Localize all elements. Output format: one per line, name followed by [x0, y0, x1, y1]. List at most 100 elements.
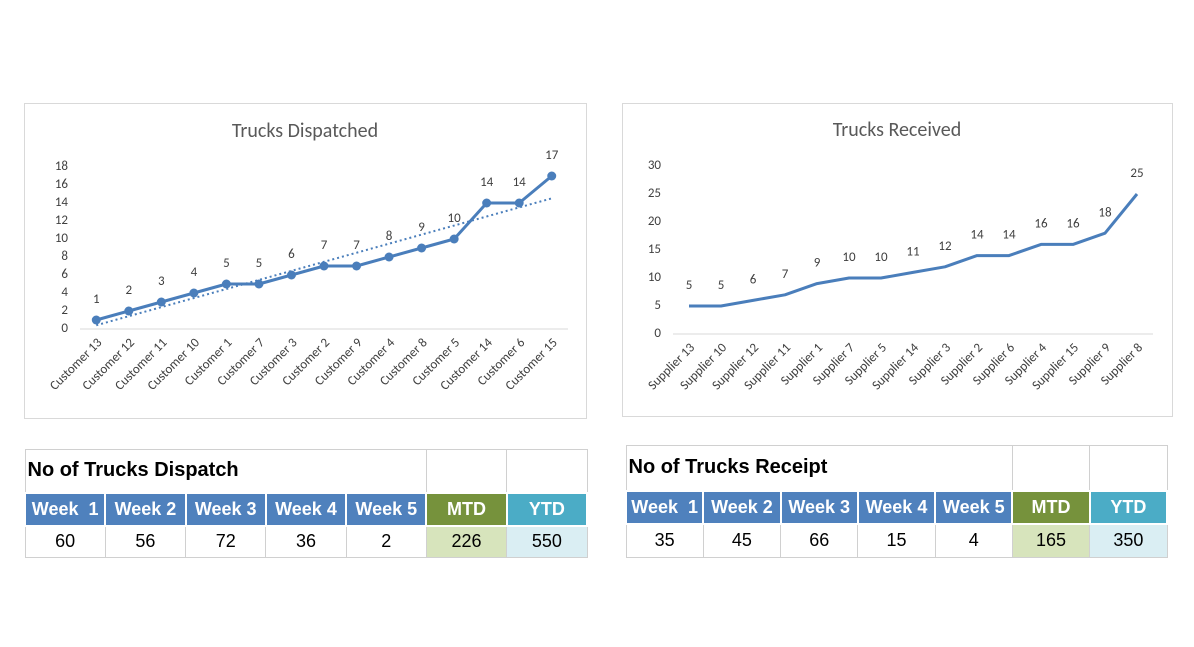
data-label: 25 [1130, 166, 1143, 181]
value-cell: 66 [780, 523, 859, 558]
value-cell: 36 [265, 525, 347, 558]
header-cell: Week 1 [624, 489, 705, 525]
data-label: 7 [321, 238, 328, 253]
data-label: 16 [1034, 217, 1048, 232]
data-label: 18 [1098, 205, 1112, 220]
value-cell: 2 [345, 525, 427, 558]
value-cell: 226 [425, 525, 508, 558]
y-tick-label: 15 [648, 242, 661, 257]
value-cell: 60 [24, 525, 106, 558]
header-cell: Week 4 [264, 491, 348, 527]
data-line [689, 193, 1139, 308]
data-label: 14 [513, 175, 527, 190]
value-cell: 15 [857, 523, 936, 558]
header-cell: MTD [1011, 489, 1091, 525]
header-cell: YTD [505, 491, 589, 527]
data-label: 8 [386, 229, 393, 244]
y-tick-label: 25 [648, 186, 661, 201]
empty-cell [1089, 445, 1168, 491]
data-label: 3 [158, 274, 165, 289]
marker [482, 198, 492, 208]
data-label: 17 [545, 148, 559, 163]
marker [319, 261, 329, 271]
y-tick-label: 5 [654, 298, 661, 313]
y-tick-label: 20 [648, 214, 662, 229]
header-cell: Week 3 [779, 489, 859, 525]
data-label: 2 [126, 283, 133, 298]
marker [286, 270, 296, 280]
header-cell: Week 1 [23, 491, 107, 527]
y-tick-label: 8 [61, 249, 68, 264]
data-label: 9 [814, 256, 821, 271]
data-label: 16 [1066, 217, 1080, 232]
data-label: 1 [93, 292, 100, 307]
marker [189, 288, 199, 298]
header-cell: Week 3 [184, 491, 267, 527]
header-cell: Week 2 [702, 489, 782, 525]
marker [514, 198, 524, 208]
y-tick-label: 18 [55, 159, 69, 174]
header-cell: Week 5 [934, 489, 1014, 525]
data-label: 5 [223, 256, 230, 271]
header-cell: Week 2 [104, 491, 187, 527]
marker [547, 171, 557, 181]
chart-title: Trucks Dispatched [232, 119, 378, 143]
marker [384, 252, 394, 262]
y-tick-label: 12 [55, 213, 69, 228]
chart-frame [622, 103, 1173, 417]
y-tick-label: 10 [55, 231, 69, 246]
value-cell: 35 [625, 523, 704, 558]
data-label: 7 [353, 238, 360, 253]
marker [124, 306, 134, 316]
header-cell: Week 5 [345, 491, 428, 527]
value-row: 60 56 72 36 2 226 550 [24, 525, 588, 558]
data-label: 10 [874, 250, 888, 265]
value-row: 35 45 66 15 4 165 350 [625, 523, 1168, 558]
value-cell: 550 [506, 525, 588, 558]
value-cell: 165 [1011, 523, 1091, 558]
data-label: 6 [750, 273, 757, 288]
header-row: Week 1 Week 2 Week 3 Week 4 Week 5 MTD YTD [624, 489, 1169, 525]
title-row: No of Trucks Receipt [625, 445, 1168, 491]
data-label: 5 [718, 278, 725, 293]
marker [156, 297, 166, 307]
data-label: 12 [938, 239, 952, 254]
data-label: 10 [448, 211, 462, 226]
data-label: 10 [842, 250, 856, 265]
data-label: 5 [256, 256, 263, 271]
empty-cell [1011, 445, 1091, 491]
header-row: Week 1 Week 2 Week 3 Week 4 Week 5 MTD YTD [23, 491, 589, 527]
data-label: 14 [1002, 228, 1016, 243]
data-label: 5 [686, 278, 693, 293]
title-row: No of Trucks Dispatch [24, 449, 588, 493]
header-cell: YTD [1088, 489, 1169, 525]
marker [221, 279, 231, 289]
table-title: No of Trucks Dispatch [24, 449, 427, 493]
marker [352, 261, 362, 271]
value-cell: 4 [934, 523, 1013, 558]
y-tick-label: 10 [648, 270, 662, 285]
value-cell: 45 [702, 523, 782, 558]
y-tick-label: 2 [61, 303, 68, 318]
y-tick-label: 16 [55, 177, 69, 192]
data-label: 14 [970, 228, 984, 243]
chart-title: Trucks Received [833, 118, 961, 142]
value-cell: 56 [104, 525, 187, 558]
y-tick-label: 14 [55, 195, 69, 210]
empty-cell [425, 449, 508, 493]
y-tick-label: 0 [654, 326, 661, 341]
data-label: 6 [288, 247, 295, 262]
table-title: No of Trucks Receipt [625, 445, 1013, 491]
data-label: 7 [782, 267, 789, 282]
summary-table: No of Trucks Receipt Week 1 Week 2 Week 3 We… [624, 445, 1169, 558]
y-tick-label: 4 [61, 285, 68, 300]
value-cell: 72 [185, 525, 267, 558]
value-cell: 350 [1089, 523, 1168, 558]
marker [91, 315, 101, 325]
chart-frame [24, 103, 587, 419]
header-cell: Week 4 [856, 489, 937, 525]
y-tick-label: 30 [648, 158, 662, 173]
